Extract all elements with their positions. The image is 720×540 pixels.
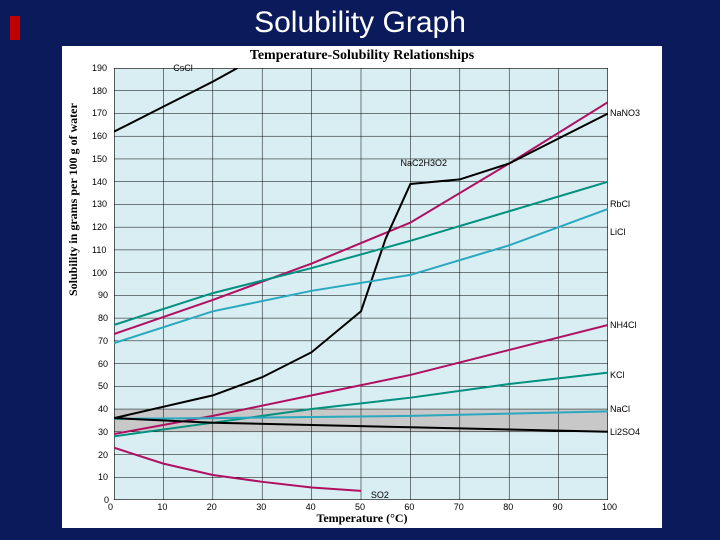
ytick: 50 [98, 381, 108, 391]
y-axis-label: Solubility in grams per 100 g of water [66, 103, 81, 296]
series-label-KCl: KCl [610, 370, 625, 380]
ytick: 140 [92, 177, 107, 187]
series-label-RbCl: RbCl [610, 199, 630, 209]
series-label-Li2SO4: Li2SO4 [610, 427, 640, 437]
xtick: 70 [454, 502, 464, 512]
ytick: 160 [92, 131, 107, 141]
ytick: 40 [98, 404, 108, 414]
ytick: 0 [104, 495, 109, 505]
ytick: 110 [92, 245, 106, 255]
xtick: 50 [355, 502, 365, 512]
ytick: 30 [98, 427, 108, 437]
ytick: 90 [98, 290, 108, 300]
plot-area [114, 68, 608, 500]
xtick: 40 [306, 502, 316, 512]
ytick: 120 [92, 222, 107, 232]
series-label-NaNO3: NaNO3 [610, 108, 640, 118]
series-label-NaC2H3O2: NaC2H3O2 [401, 158, 448, 168]
series-SO2 [114, 448, 361, 491]
slide-title: Solubility Graph [0, 6, 720, 40]
ytick: 80 [98, 313, 108, 323]
series-label-LiCl: LiCl [610, 227, 626, 237]
ytick: 130 [92, 199, 107, 209]
xtick: 20 [207, 502, 217, 512]
ytick: 100 [92, 268, 107, 278]
ytick: 150 [92, 154, 107, 164]
chart: Temperature-Solubility Relationships Sol… [62, 46, 662, 528]
ytick: 10 [98, 472, 108, 482]
series-label-CsCl: CsCl [173, 63, 193, 73]
ytick: 190 [92, 63, 107, 73]
xtick: 80 [503, 502, 513, 512]
xtick: 10 [157, 502, 167, 512]
chart-title: Temperature-Solubility Relationships [62, 48, 662, 64]
series-CsCl [114, 68, 238, 132]
ytick: 20 [98, 450, 108, 460]
ytick: 60 [98, 359, 108, 369]
ytick: 70 [98, 336, 108, 346]
ytick: 170 [92, 108, 107, 118]
xtick: 90 [553, 502, 563, 512]
xtick: 100 [602, 502, 617, 512]
series-label-NaCl: NaCl [610, 404, 630, 414]
xtick: 60 [404, 502, 414, 512]
series-label-NH4Cl: NH4Cl [610, 320, 637, 330]
x-axis-label: Temperature (°C) [62, 511, 662, 526]
xtick: 30 [256, 502, 266, 512]
ytick: 180 [92, 86, 107, 96]
series-label-SO2: SO2 [371, 490, 389, 500]
